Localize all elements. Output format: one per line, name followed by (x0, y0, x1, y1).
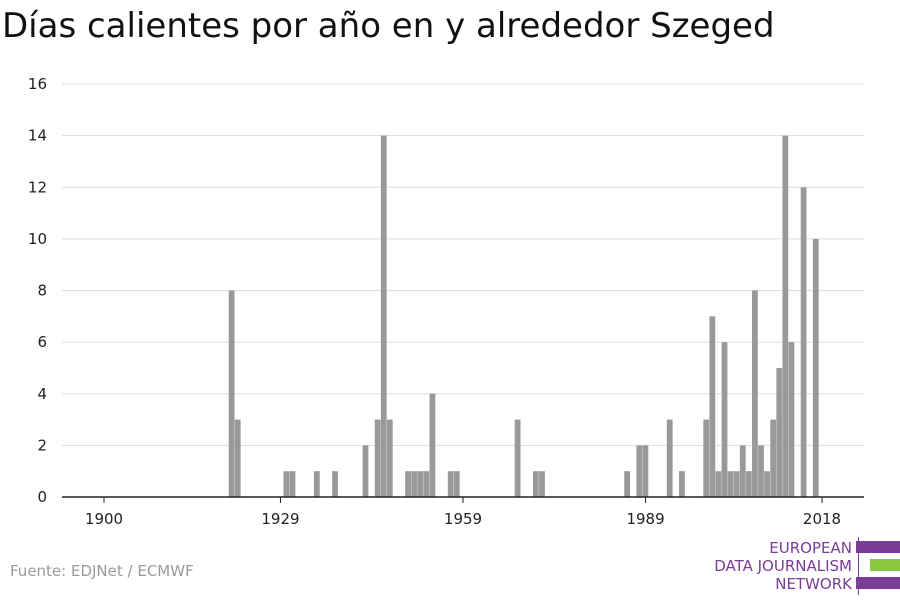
bar (788, 342, 795, 497)
logo-bar-3 (856, 577, 900, 589)
edjnet-logo: EUROPEAN DATA JOURNALISM NETWORK (712, 537, 900, 595)
y-tick-label: 0 (37, 488, 47, 506)
bar (642, 445, 649, 497)
y-tick-label: 14 (28, 127, 47, 145)
bar (539, 471, 545, 497)
bar (709, 316, 716, 497)
y-tick-label: 10 (28, 230, 47, 248)
bar (758, 445, 764, 497)
bar (703, 419, 710, 497)
bar (776, 367, 783, 497)
bar (289, 471, 296, 497)
bar (532, 471, 539, 497)
x-tick-label: 1929 (261, 510, 299, 528)
bar (727, 471, 734, 497)
x-tick-label: 2018 (803, 510, 841, 528)
chart-title: Días calientes por año en y alrededor Sz… (2, 6, 775, 46)
bar (417, 471, 424, 497)
x-tick-label: 1989 (626, 510, 664, 528)
bar (764, 471, 770, 497)
bar (782, 135, 789, 497)
bar (721, 342, 728, 497)
bar (405, 471, 411, 497)
logo-line-3: NETWORK (775, 575, 852, 593)
logo-line-1: EUROPEAN (769, 539, 852, 557)
bar (386, 419, 393, 497)
bar (283, 471, 290, 497)
bar (429, 393, 436, 497)
bar (313, 471, 320, 497)
x-tick-label: 1900 (85, 510, 123, 528)
axes (62, 496, 864, 503)
grid-lines (62, 83, 864, 446)
x-tick-labels: 1900 1929 1959 1989 2018 (85, 510, 841, 528)
logo-bar-1 (856, 541, 900, 553)
bar (423, 471, 430, 497)
y-tick-label: 8 (37, 282, 47, 300)
y-tick-label: 6 (37, 333, 47, 351)
bar (715, 471, 722, 497)
y-tick-label: 2 (37, 436, 47, 454)
bar (234, 419, 241, 497)
y-tick-label: 12 (28, 178, 47, 196)
bar (636, 445, 643, 497)
bar (453, 471, 460, 497)
y-tick-labels: 0 2 4 6 8 10 12 14 16 (28, 75, 47, 506)
bar (624, 471, 631, 497)
source-note: Fuente: EDJNet / ECMWF (10, 562, 194, 580)
bar (228, 290, 235, 497)
bar (447, 471, 454, 497)
x-tick-label: 1959 (444, 510, 482, 528)
logo-divider (858, 537, 859, 595)
bar (332, 471, 338, 497)
bar (411, 471, 418, 497)
bar (752, 290, 758, 497)
y-tick-label: 16 (28, 75, 47, 93)
bars (228, 135, 819, 497)
y-tick-label: 4 (37, 385, 47, 403)
bar (745, 471, 752, 497)
logo-line-2: DATA JOURNALISM (714, 557, 852, 575)
bar (733, 471, 740, 497)
bar (380, 135, 387, 497)
bar (666, 419, 673, 497)
bar (514, 419, 521, 497)
bar (812, 238, 819, 497)
bar (362, 445, 369, 497)
bar (374, 419, 381, 497)
bar (770, 419, 777, 497)
logo-bar-2 (870, 559, 900, 571)
bar (679, 471, 685, 497)
bar (739, 445, 746, 497)
bar (800, 187, 807, 497)
